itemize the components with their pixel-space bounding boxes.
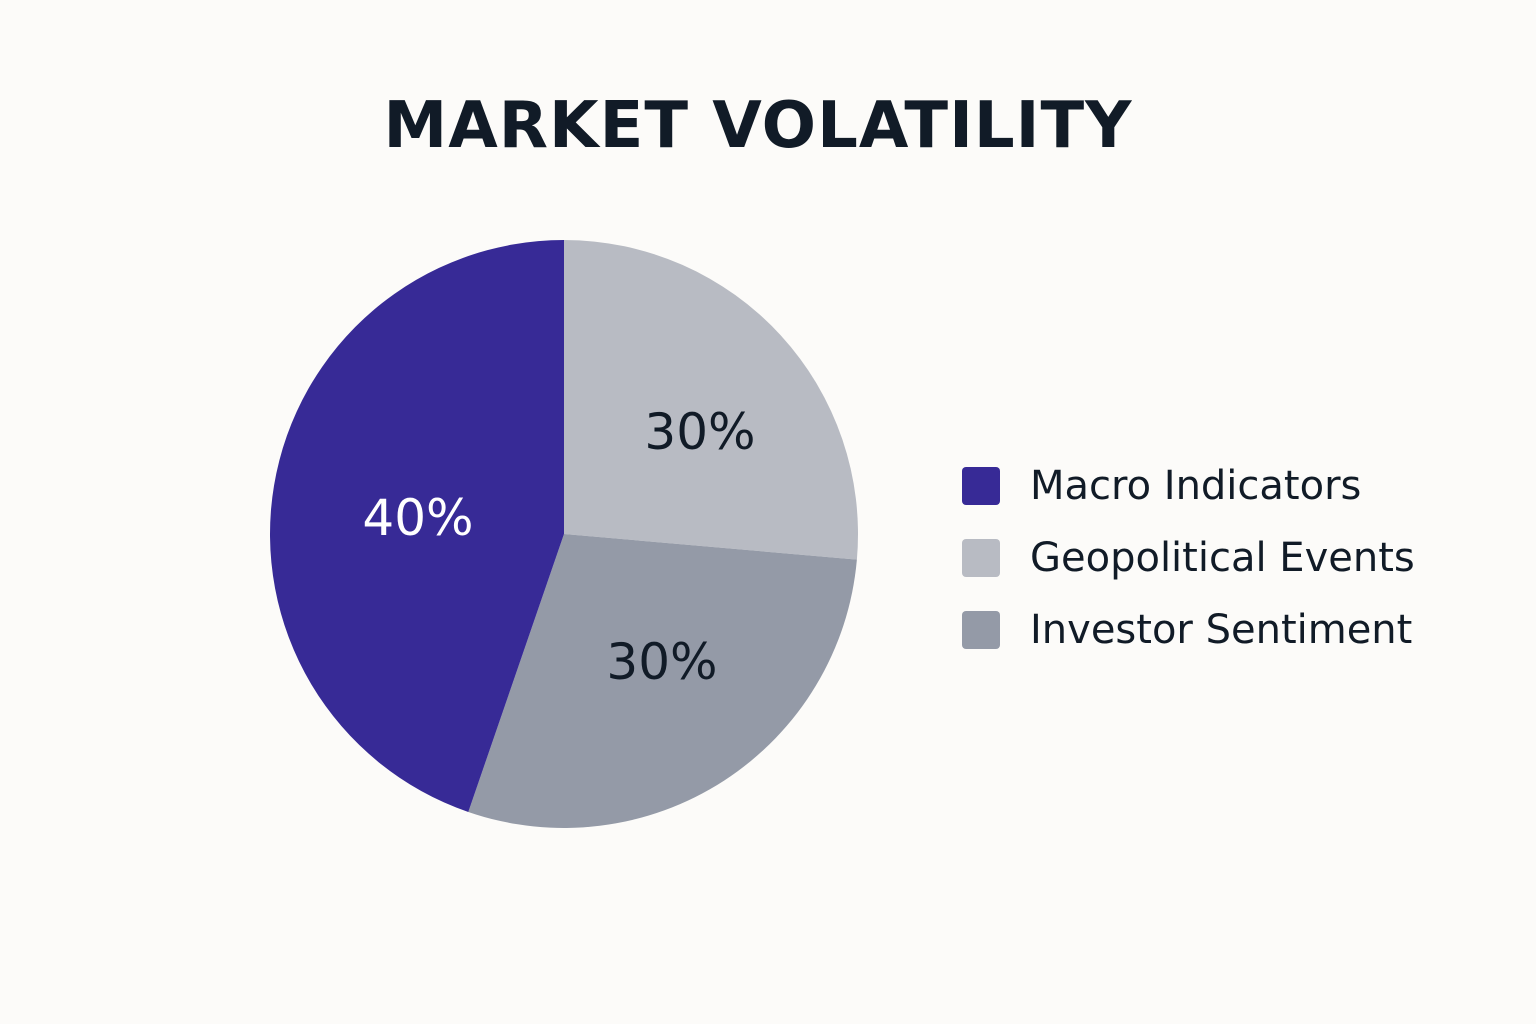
pie-slices [270, 240, 858, 828]
pie-slice-macro-indicators [270, 240, 564, 812]
legend-label: Geopolitical Events [1030, 535, 1415, 581]
chart-title: MARKET VOLATILITY [383, 89, 1133, 163]
legend-swatch [962, 467, 1000, 505]
pie-slice-investor-sentiment [468, 534, 857, 828]
pie-slice-labels: 30% 30% 40% [362, 403, 755, 691]
pie-slice-geopolitical-events [564, 240, 858, 560]
legend-item-investor-sentiment: Investor Sentiment [962, 594, 1502, 666]
legend-item-geopolitical-events: Geopolitical Events [962, 522, 1502, 594]
slice-value-label: 40% [362, 489, 473, 547]
slice-value-label: 30% [606, 633, 717, 691]
legend-swatch [962, 611, 1000, 649]
legend-label: Investor Sentiment [1030, 607, 1413, 653]
legend: Macro Indicators Geopolitical Events Inv… [962, 450, 1502, 666]
legend-item-macro-indicators: Macro Indicators [962, 450, 1502, 522]
slice-value-label: 30% [644, 403, 755, 461]
legend-swatch [962, 539, 1000, 577]
legend-label: Macro Indicators [1030, 463, 1362, 509]
